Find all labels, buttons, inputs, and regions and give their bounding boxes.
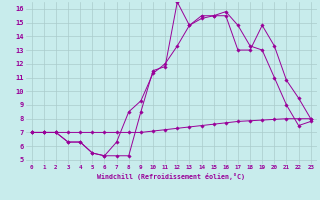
X-axis label: Windchill (Refroidissement éolien,°C): Windchill (Refroidissement éolien,°C) <box>97 173 245 180</box>
